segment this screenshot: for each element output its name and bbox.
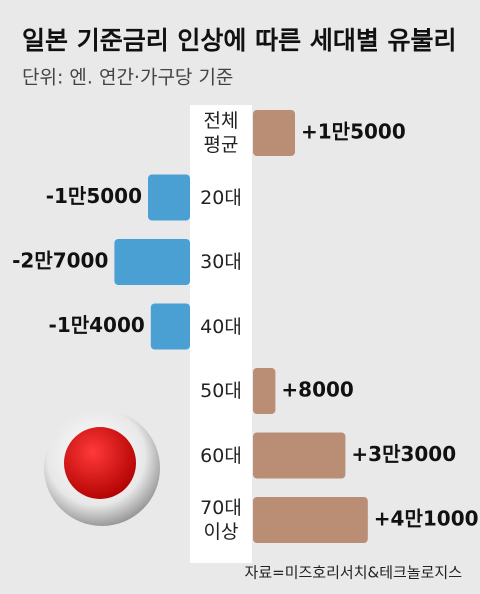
- source: 자료=미즈호리서치&테크놀로지스: [245, 564, 463, 582]
- bar: [253, 110, 295, 156]
- value-label: +3만3000: [351, 442, 456, 466]
- category-label: 70대 이상: [200, 497, 242, 543]
- value-label: +8000: [281, 378, 353, 402]
- value-label: -1만4000: [49, 313, 145, 337]
- flag-sun: [64, 427, 136, 499]
- bar: [148, 174, 190, 221]
- chart-subtitle: 단위: 엔. 연간·가구당 기준: [22, 67, 233, 89]
- bar: [253, 497, 368, 543]
- category-label: 50대: [200, 380, 242, 402]
- category-label: 60대: [200, 444, 242, 467]
- value-label: -1만5000: [46, 184, 142, 208]
- bar: [253, 432, 346, 479]
- bar: [114, 239, 190, 285]
- bar: [253, 368, 276, 414]
- value-label: -2만7000: [12, 249, 108, 273]
- value-label: +1만5000: [301, 120, 406, 144]
- center-column: [190, 105, 252, 563]
- category-label: 40대: [200, 315, 242, 338]
- chart-title: 일본 기준금리 인상에 따른 세대별 유불리: [22, 26, 457, 55]
- category-label: 30대: [200, 251, 242, 273]
- value-label: +4만1000: [374, 507, 479, 531]
- bar: [150, 303, 190, 350]
- category-label: 전체 평균: [203, 110, 239, 156]
- category-label: 20대: [200, 186, 242, 209]
